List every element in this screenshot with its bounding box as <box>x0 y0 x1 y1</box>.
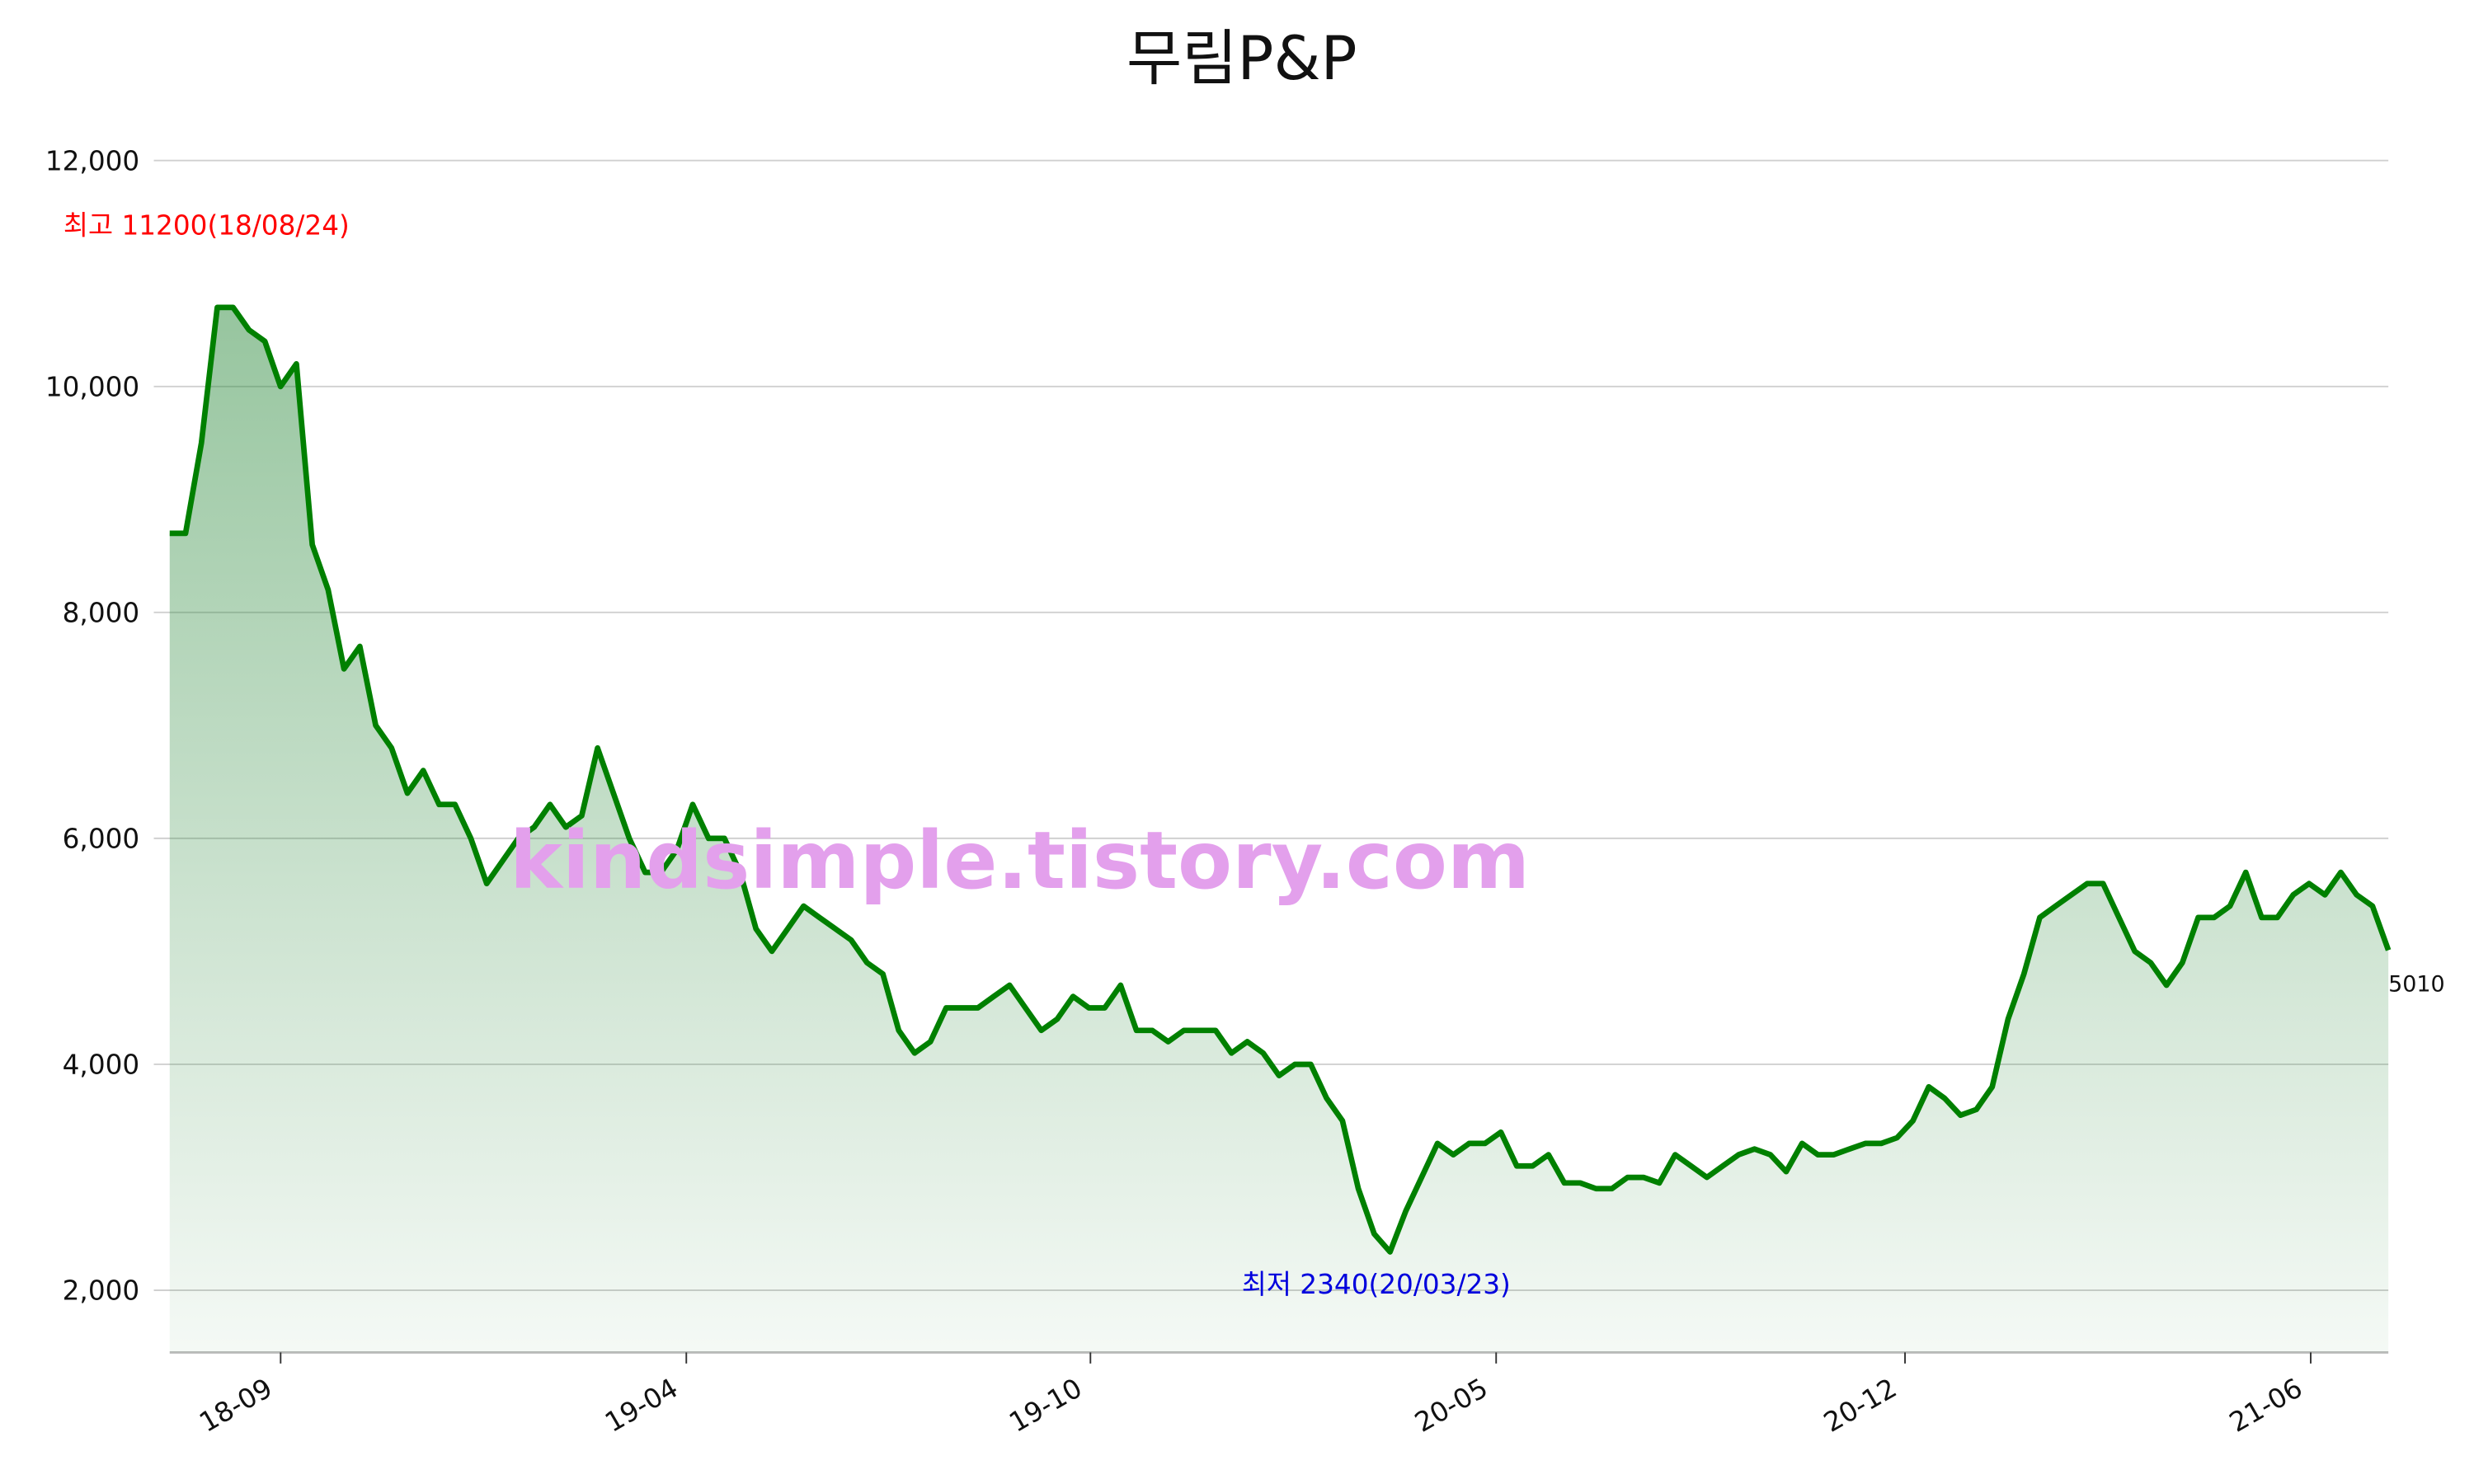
y-tick-label: 2,000 <box>63 1275 140 1307</box>
x-tick-label: 20-12 <box>1818 1372 1902 1438</box>
x-tick-label: 19-04 <box>600 1372 683 1438</box>
x-tick-label: 19-10 <box>1004 1372 1087 1438</box>
high-annotation: 최고 11200(18/08/24) <box>63 210 350 242</box>
area <box>169 307 2389 1353</box>
y-tick-label: 6,000 <box>63 823 140 854</box>
x-tick-label: 20-05 <box>1409 1372 1493 1438</box>
low-annotation: 최저 2340(20/03/23) <box>1242 1269 1511 1300</box>
x-tick-label: 21-06 <box>2224 1372 2307 1438</box>
y-tick-label: 4,000 <box>63 1049 140 1080</box>
y-tick-label: 8,000 <box>63 597 140 628</box>
chart-title: 무림P&P <box>1126 24 1357 94</box>
y-tick-label: 12,000 <box>45 145 139 176</box>
y-tick-label: 10,000 <box>45 371 139 402</box>
x-tick-label: 18-09 <box>194 1372 277 1438</box>
last-value-label: 5010 <box>2388 972 2444 998</box>
watermark: kindsimple.tistory.com <box>510 815 1530 907</box>
line <box>169 304 2392 1255</box>
